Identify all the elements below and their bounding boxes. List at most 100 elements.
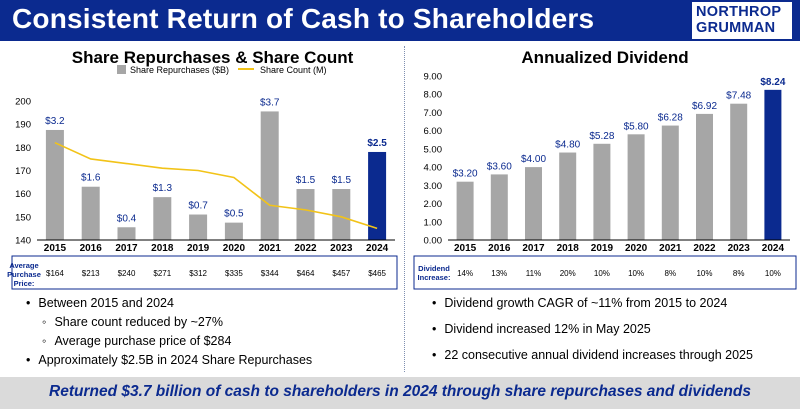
bar-label-2023: $1.5 bbox=[332, 175, 352, 186]
bar-label-2015: $3.2 bbox=[45, 116, 65, 127]
right-bullet-item: • Dividend increased 12% in May 2025 bbox=[432, 322, 651, 336]
left-y-tick-label: 160 bbox=[15, 189, 31, 200]
left-y-tick-label: 140 bbox=[15, 236, 31, 247]
bar-label-2017: $0.4 bbox=[117, 213, 137, 224]
bar-label-2019: $0.7 bbox=[188, 201, 208, 212]
purchase-price-box bbox=[11, 255, 398, 290]
right-y-tick-label: 3.00 bbox=[424, 181, 443, 192]
left-x-tick-label: 2017 bbox=[115, 243, 138, 254]
right-bullet-text: Dividend increased 12% in May 2025 bbox=[444, 322, 651, 336]
dividend-label-2022: $6.92 bbox=[692, 101, 717, 112]
right-chart-title: Annualized Dividend bbox=[521, 48, 689, 67]
logo-line-1: NORTHROP bbox=[696, 4, 782, 20]
footer-banner: Returned $3.7 billion of cash to shareho… bbox=[0, 377, 800, 409]
left-bullet-item: • Between 2015 and 2024 bbox=[26, 296, 174, 310]
bullet-dot-icon: • bbox=[432, 322, 437, 336]
bar-repurchase-2018 bbox=[153, 197, 172, 240]
dividend-increase-value: 10% bbox=[594, 269, 610, 278]
left-bullet-text: Between 2015 and 2024 bbox=[38, 296, 174, 310]
left-x-tick-label: 2016 bbox=[80, 243, 103, 254]
bar-repurchase-2021 bbox=[260, 111, 279, 240]
right-bullet-item: • 22 consecutive annual dividend increase… bbox=[432, 348, 753, 362]
right-y-tick-label: 1.00 bbox=[424, 217, 443, 228]
right-y-tick-label: 0.00 bbox=[424, 236, 443, 247]
purchase-price-value: $457 bbox=[332, 269, 350, 278]
share-count-line bbox=[54, 141, 378, 230]
dividend-increase-value: 11% bbox=[526, 269, 541, 278]
right-bullet-text: Dividend growth CAGR of ~11% from 2015 t… bbox=[444, 296, 728, 310]
left-x-tick-label: 2023 bbox=[330, 243, 353, 254]
bar-label-2016: $1.6 bbox=[81, 173, 101, 184]
right-x-tick-label: 2019 bbox=[591, 243, 614, 254]
left-x-tick-label: 2024 bbox=[366, 243, 389, 254]
left-x-tick-label: 2018 bbox=[151, 243, 174, 254]
dividend-label-2023: $7.48 bbox=[726, 91, 751, 102]
logo-line-2: GRUMMAN bbox=[696, 20, 776, 36]
right-x-tick-label: 2024 bbox=[762, 243, 785, 254]
bar-repurchase-2015 bbox=[45, 129, 64, 240]
purchase-price-value: $240 bbox=[118, 269, 136, 278]
right-y-tick-label: 7.00 bbox=[424, 108, 443, 119]
dividend-label-2018: $4.80 bbox=[555, 140, 580, 151]
right-y-tick-label: 2.00 bbox=[424, 199, 443, 210]
bullet-dot-icon: • bbox=[26, 353, 31, 367]
bar-dividend-2019 bbox=[593, 143, 611, 240]
left-x-tick-label: 2021 bbox=[259, 243, 282, 254]
right-x-tick-label: 2022 bbox=[693, 243, 716, 254]
left-bullet-item: ◦ Average purchase price of $284 bbox=[42, 334, 231, 348]
legend-label-repurchases: Share Repurchases ($B) bbox=[130, 65, 229, 75]
dividend-increase-value: 20% bbox=[560, 269, 576, 278]
right-x-tick-label: 2023 bbox=[728, 243, 751, 254]
left-bullet-item: • Approximately $2.5B in 2024 Share Repur… bbox=[26, 353, 312, 367]
bar-dividend-2015 bbox=[456, 181, 474, 240]
share-repurchase-chart: 140 150 160 170 180 190 200 Share Repurchases (… bbox=[7, 65, 398, 290]
purchase-price-value: $465 bbox=[368, 269, 386, 278]
purchase-price-value: $312 bbox=[189, 269, 207, 278]
left-y-tick-label: 190 bbox=[15, 120, 31, 131]
purchase-price-value: $464 bbox=[297, 269, 315, 278]
right-x-tick-label: 2017 bbox=[522, 243, 545, 254]
right-x-tick-label: 2021 bbox=[659, 243, 682, 254]
bar-dividend-2023 bbox=[730, 103, 748, 240]
bar-label-2020: $0.5 bbox=[224, 209, 244, 220]
bar-dividend-2024 bbox=[764, 89, 782, 240]
right-x-tick-label: 2018 bbox=[557, 243, 580, 254]
bullet-dot-icon: • bbox=[26, 296, 31, 310]
bar-dividend-2017 bbox=[525, 167, 542, 240]
bar-repurchase-2022 bbox=[296, 189, 315, 240]
bar-dividend-2022 bbox=[696, 113, 713, 240]
right-y-tick-label: 8.00 bbox=[424, 90, 443, 101]
right-x-tick-label: 2016 bbox=[488, 243, 511, 254]
dividend-increase-value: 10% bbox=[696, 269, 712, 278]
dividend-label-2015: $3.20 bbox=[453, 169, 478, 180]
bar-label-2022: $1.5 bbox=[296, 175, 316, 186]
dividend-increase-value: 10% bbox=[628, 269, 644, 278]
left-bullet-item: ◦ Share count reduced by ~27% bbox=[42, 315, 223, 329]
right-y-tick-label: 6.00 bbox=[424, 126, 443, 137]
footer-text: Returned $3.7 billion of cash to shareho… bbox=[49, 383, 751, 400]
left-bullet-text: Approximately $2.5B in 2024 Share Repurc… bbox=[38, 353, 313, 367]
dividend-increase-row-label: Dividend bbox=[418, 264, 450, 273]
left-y-tick-label: 170 bbox=[15, 166, 31, 177]
purchase-price-value: $335 bbox=[225, 269, 243, 278]
purchase-price-value: $344 bbox=[261, 269, 279, 278]
purchase-price-row-label: Average bbox=[9, 261, 38, 270]
left-y-tick-label: 150 bbox=[15, 212, 31, 223]
dividend-label-2017: $4.00 bbox=[521, 154, 546, 165]
left-x-tick-label: 2020 bbox=[223, 243, 246, 254]
header-banner: Consistent Return of Cash to Shareholder… bbox=[0, 0, 800, 41]
dividend-label-2024: $8.24 bbox=[760, 77, 785, 88]
bar-dividend-2020 bbox=[627, 134, 645, 240]
left-chart-title: Share Repurchases & Share Count bbox=[71, 48, 354, 67]
dividend-increase-value: 13% bbox=[491, 269, 507, 278]
legend-swatch-repurchases bbox=[117, 65, 126, 74]
bar-label-2021: $3.7 bbox=[260, 97, 280, 108]
left-x-tick-label: 2019 bbox=[187, 243, 210, 254]
purchase-price-value: $164 bbox=[46, 269, 64, 278]
dividend-increase-row-label: Increase: bbox=[418, 273, 451, 282]
right-x-tick-label: 2020 bbox=[625, 243, 648, 254]
left-y-tick-label: 180 bbox=[15, 143, 31, 154]
page-title: Consistent Return of Cash to Shareholder… bbox=[12, 3, 595, 34]
bar-repurchase-2023 bbox=[332, 189, 351, 240]
